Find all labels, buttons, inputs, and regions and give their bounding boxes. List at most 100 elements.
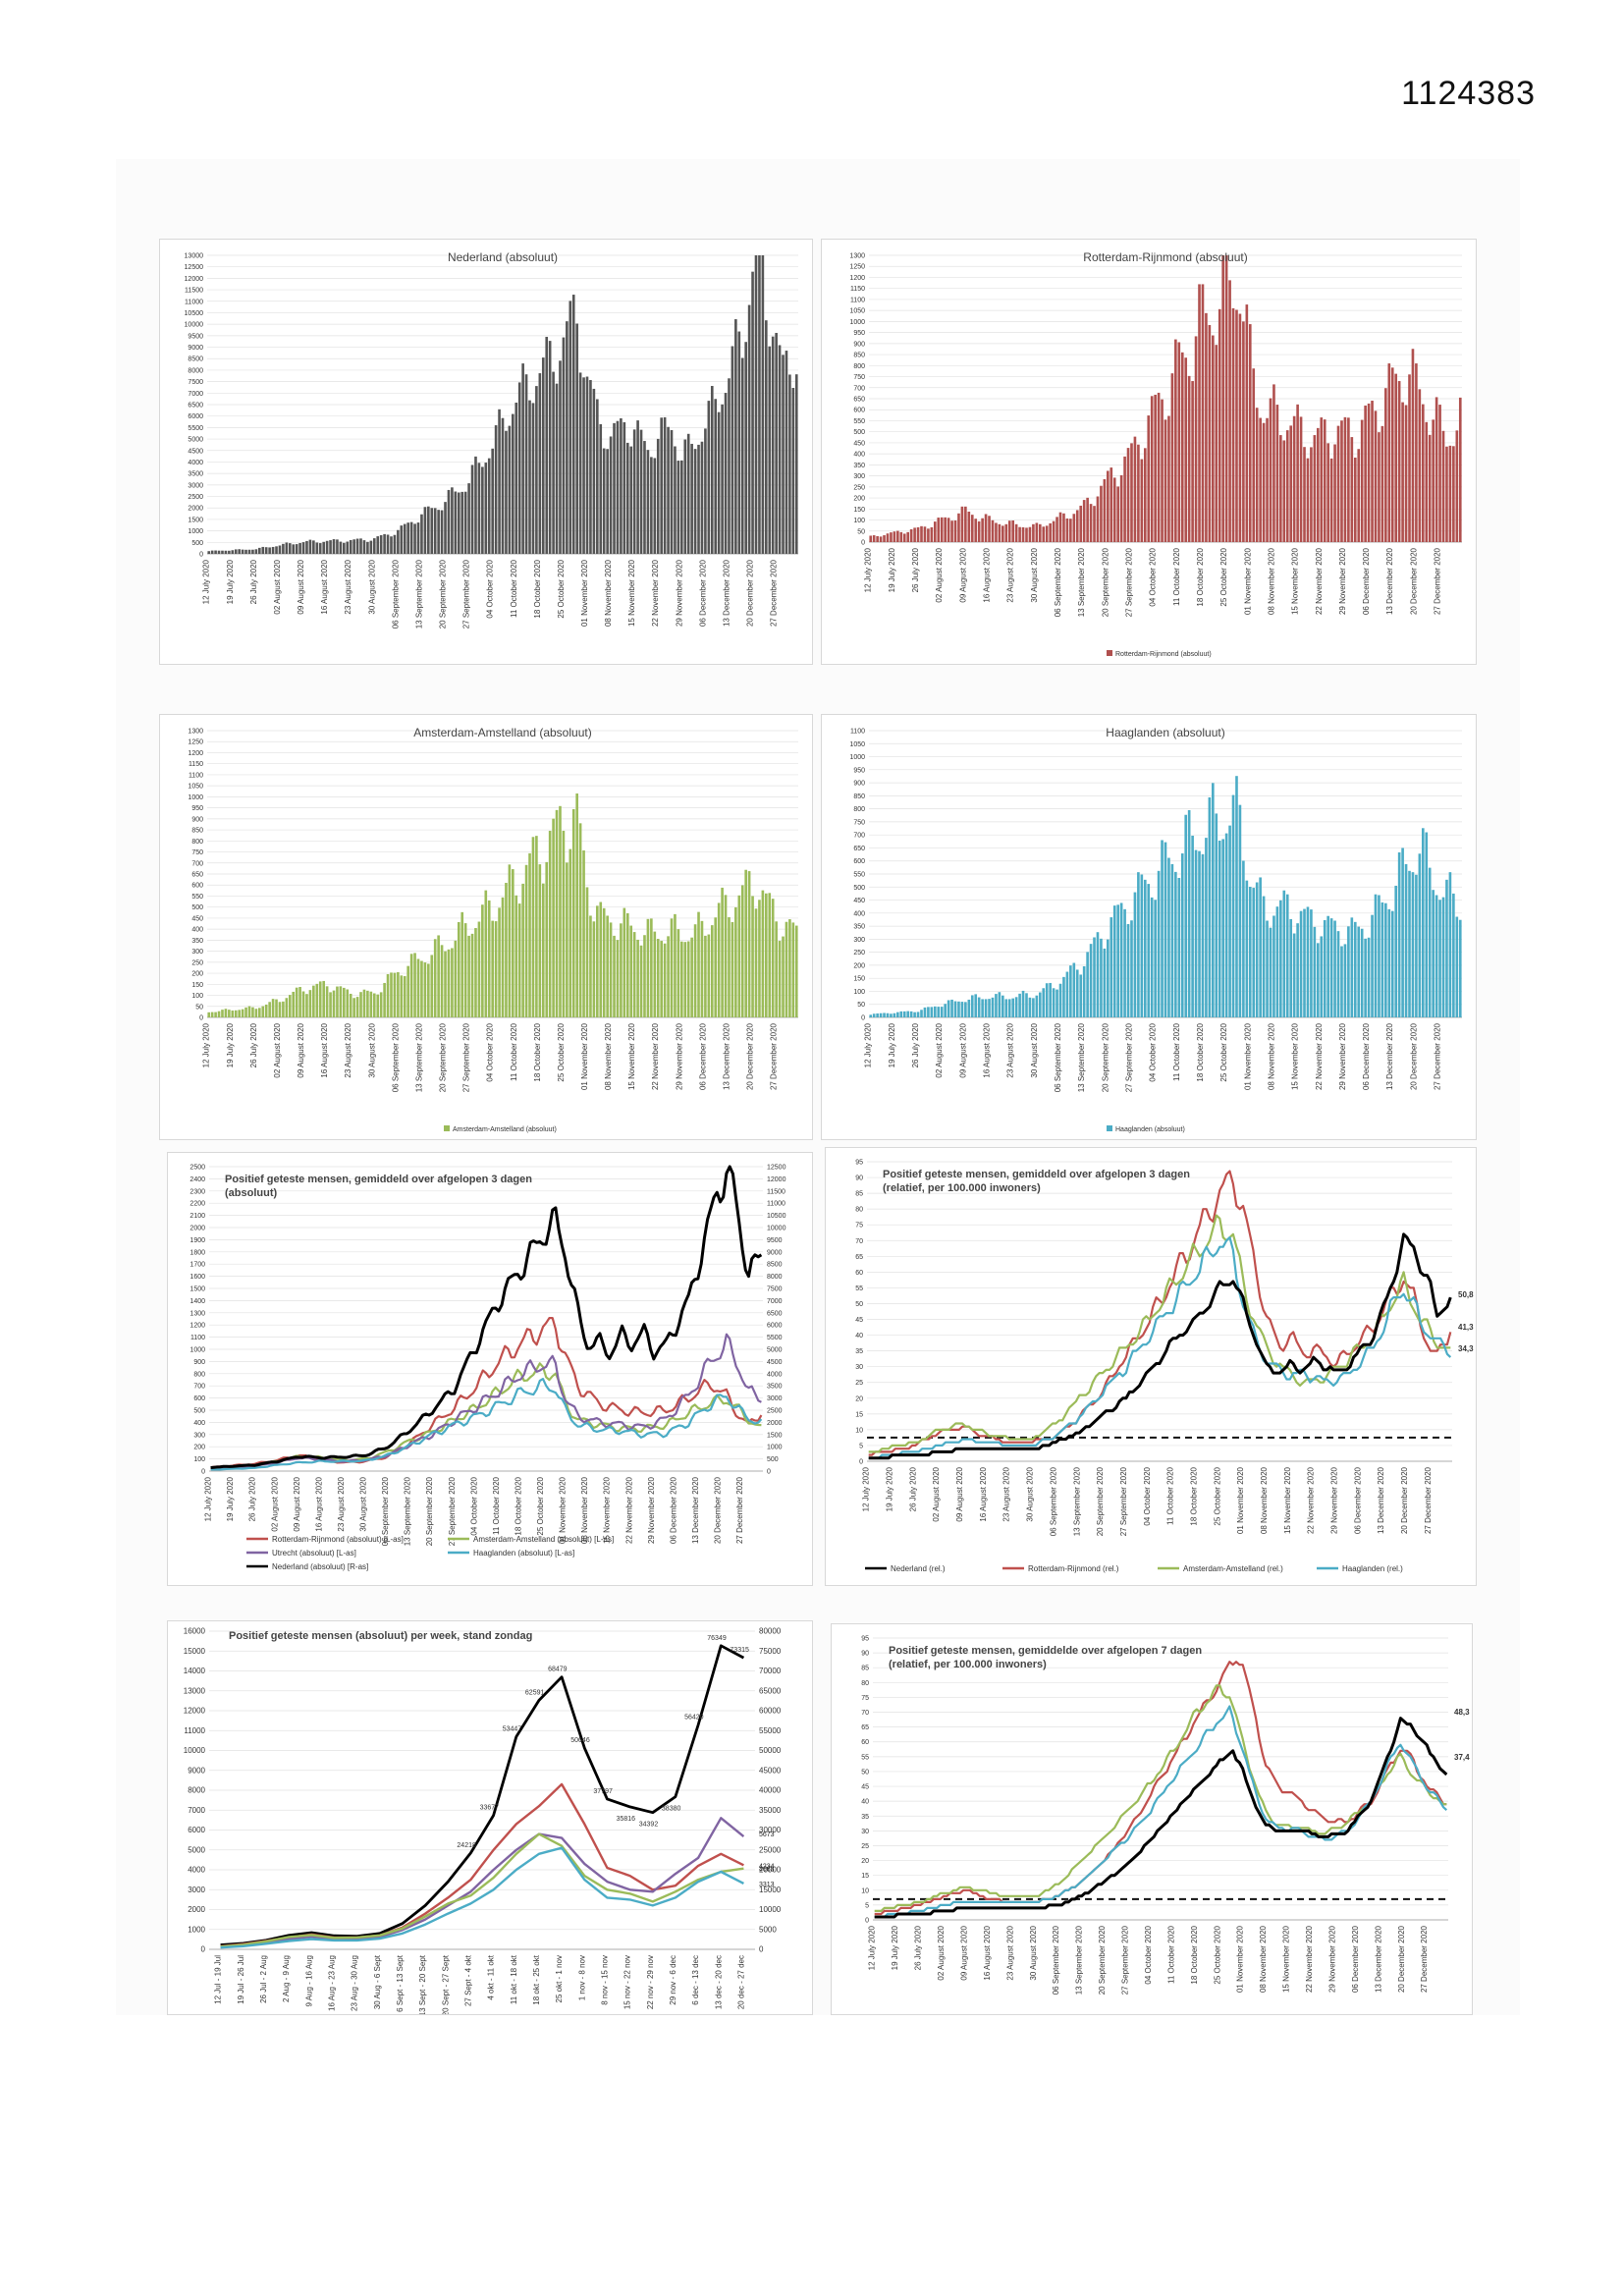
y2-tick-label: 8500 [767, 1262, 783, 1269]
bar [620, 417, 623, 554]
y-tick-label: 8500 [188, 356, 203, 363]
bar [1428, 867, 1432, 1017]
y-tick-label: 0 [861, 1015, 865, 1022]
bar [1282, 440, 1286, 542]
y-tick-label: 0 [199, 1015, 203, 1022]
bar [427, 963, 430, 1017]
bar [1415, 363, 1418, 542]
x-tick-label: 4 okt - 11 okt [487, 1954, 496, 1999]
y-axis: 0 5 10 15 20 25 30 35 40 45 50 55 60 65 70 75 80 85 90 95 [855, 1160, 1452, 1466]
bar [343, 987, 346, 1017]
y2-tick-label: 7500 [767, 1286, 783, 1293]
bar [1408, 870, 1411, 1017]
x-axis: 12 July 2020 19 July 2020 26 July 2020 02 A… [202, 559, 779, 629]
bar [470, 933, 474, 1017]
chart-panel-weekly-absolute: 0 1000 2000 3000 4000 5000 6000 7000 8000 9000 100… [167, 1620, 813, 2015]
y-tick-label: 50 [857, 528, 865, 535]
bar [1326, 443, 1329, 542]
bars [869, 776, 1462, 1017]
bar [623, 907, 626, 1017]
bar [578, 823, 582, 1017]
x-tick-label: 01 November 2020 [1236, 1466, 1245, 1534]
y-tick-label: 75 [861, 1695, 869, 1702]
bar [292, 991, 296, 1017]
bar [1252, 888, 1256, 1017]
x-tick-label: 27 September 2020 [1124, 547, 1133, 617]
y-tick-label: 400 [853, 452, 865, 459]
bar [1110, 917, 1113, 1017]
bar [1445, 446, 1448, 542]
y-tick-label: 9500 [188, 333, 203, 340]
bars [869, 255, 1462, 542]
bar [1306, 458, 1310, 542]
data-label: 37797 [593, 1788, 613, 1795]
bar [1310, 909, 1313, 1017]
bar [639, 945, 643, 1017]
x-tick-label: 02 August 2020 [273, 1022, 282, 1077]
y-tick-label: 800 [853, 363, 865, 370]
x-tick-label: 02 August 2020 [273, 559, 282, 614]
bar [254, 549, 258, 554]
y-tick-label: 450 [191, 915, 203, 922]
y-tick-label: 500 [853, 885, 865, 892]
y-tick-label: 95 [861, 1636, 869, 1643]
y-tick-label: 35 [855, 1348, 863, 1355]
bar [1062, 976, 1065, 1017]
chart-panel-7day-relative: 0 5 10 15 20 25 30 35 40 45 50 55 60 65 70 75 80 85 90 95 12… [831, 1623, 1473, 2015]
x-tick-label: 06 December 2020 [1362, 1022, 1371, 1090]
y2-tick-label: 30000 [759, 1826, 782, 1834]
bar [602, 448, 606, 554]
bar [413, 523, 416, 554]
x-tick-label: 25 October 2020 [1219, 547, 1228, 606]
y-tick-label: 20 [855, 1395, 863, 1402]
bar [609, 922, 613, 1017]
y-tick-label: 1000 [189, 1347, 205, 1354]
x-tick-label: 27 September 2020 [462, 1022, 471, 1092]
y-tick-label: 70 [855, 1238, 863, 1245]
x-tick-label: 1 nov - 8 nov [577, 1955, 586, 2000]
y2-tick-label: 12000 [767, 1176, 786, 1183]
bar [372, 538, 376, 554]
series-line [868, 1232, 1452, 1460]
bar [1262, 422, 1266, 542]
bar [1231, 307, 1235, 542]
bar [369, 991, 373, 1017]
bar [791, 922, 795, 1017]
x-tick-label: 15 nov - 22 nov [623, 1955, 632, 2009]
bar [505, 882, 508, 1017]
series-line [868, 1214, 1451, 1453]
bar [1150, 396, 1154, 542]
bar [457, 921, 460, 1017]
bar [761, 890, 765, 1017]
y-tick-label: 2000 [189, 1226, 205, 1232]
y-tick-label: 90 [861, 1651, 869, 1658]
bar [451, 948, 454, 1017]
bar [318, 981, 322, 1017]
bar [876, 1013, 879, 1017]
bar [1401, 847, 1404, 1017]
y-tick-label: 2100 [189, 1213, 205, 1220]
x-tick-label: 19 Jul - 26 Jul [237, 1955, 245, 2004]
x-axis: 12 July 2020 19 July 2020 26 July 2020 02 A… [202, 1022, 779, 1092]
x-tick-label: 04 October 2020 [1143, 1466, 1152, 1525]
bar [1317, 427, 1320, 542]
bar [531, 837, 535, 1017]
bar [734, 906, 737, 1017]
x-tick-label: 27 September 2020 [1119, 1466, 1128, 1536]
y-tick-label: 300 [193, 1432, 205, 1439]
y-tick-label: 50 [855, 1301, 863, 1308]
y-tick-label: 300 [191, 949, 203, 956]
y-tick-label: 650 [853, 397, 865, 404]
x-tick-label: 08 November 2020 [1267, 547, 1275, 615]
bar [646, 918, 650, 1017]
bar [352, 539, 355, 554]
y-tick-label: 9000 [188, 345, 203, 352]
y2-tick-label: 50000 [759, 1746, 782, 1755]
bar [1285, 430, 1289, 542]
chart-svg: 0 5 10 15 20 25 30 35 40 45 50 55 60 65 70 75 80 85 90 95 12… [855, 1160, 1474, 1574]
x-tick-label: 19 July 2020 [888, 1022, 896, 1067]
bar [512, 413, 514, 554]
x-tick-label: 06 December 2020 [698, 1022, 707, 1090]
bar [700, 920, 704, 1017]
bar [693, 449, 697, 554]
